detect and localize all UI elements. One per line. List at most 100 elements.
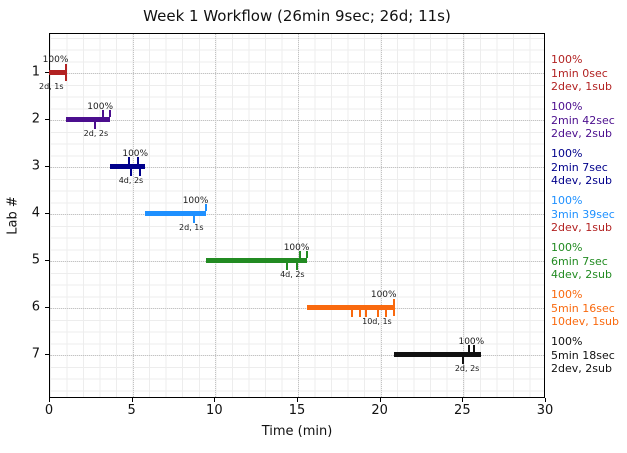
right-annotation-lab-5: 100% 6min 7sec 4dev, 2sub [551, 241, 612, 282]
devsub-label: 2d, 2s [454, 364, 480, 373]
lab-6-bar [306, 304, 394, 310]
x-axis-tick [462, 398, 464, 402]
x-axis-tick [49, 398, 50, 402]
right-annotation-lab-2: 100% 2min 42sec 2dev, 2sub [551, 100, 615, 141]
y-axis-tick [45, 354, 49, 355]
right-annotation-line: 2min 42sec [551, 113, 615, 127]
x-tick-label: 15 [288, 403, 306, 418]
pct-label: 100% [283, 243, 310, 253]
submission-tick [473, 344, 476, 352]
dev-tick [377, 309, 380, 317]
right-annotation-line: 2dev, 1sub [551, 221, 612, 234]
right-annotation-line: 100% [551, 241, 583, 254]
pct-label: 100% [182, 196, 209, 206]
right-annotation-line: 5min 18sec [551, 348, 615, 362]
x-tick-label: 20 [371, 403, 388, 418]
right-annotation-lab-7: 100% 5min 18sec 2dev, 2sub [551, 335, 615, 376]
x-axis-tick [131, 398, 133, 402]
dev-tick [285, 262, 288, 270]
submission-tick [205, 203, 208, 211]
dev-tick [138, 168, 141, 176]
chart-title: Week 1 Workflow (26min 9sec; 26d; 11s) [143, 7, 451, 25]
submission-tick [306, 250, 309, 258]
plot-area [49, 33, 545, 398]
pct-label: 100% [458, 337, 485, 347]
x-axis-tick [214, 398, 216, 402]
right-annotation-line: 2dev, 2sub [551, 362, 612, 375]
x-axis-tick [297, 398, 298, 402]
gridline-vertical [380, 34, 382, 397]
right-annotation-line: 10dev, 1sub [551, 315, 619, 328]
dev-tick [462, 356, 465, 364]
y-axis-tick [45, 119, 49, 120]
lab-2-bar [65, 116, 111, 122]
x-tick-label: 5 [127, 403, 136, 418]
right-annotation-line: 6min 7sec [551, 254, 608, 268]
gridline-vertical [215, 34, 217, 397]
lab-4-bar [145, 210, 206, 216]
y-axis-tick [45, 213, 49, 214]
right-annotation-line: 100% [551, 288, 583, 301]
y-tick-label: 4 [31, 205, 40, 221]
gridline-horizontal [50, 355, 544, 356]
pct-label: 100% [122, 149, 149, 159]
right-annotation-line: 5min 16sec [551, 301, 615, 315]
right-annotation-line: 100% [551, 194, 583, 207]
right-annotation-line: 3min 39sec [551, 207, 615, 221]
y-tick-label: 6 [31, 299, 40, 315]
x-tick-label: 30 [536, 403, 554, 418]
right-annotation-line: 4dev, 2sub [551, 268, 612, 281]
right-annotation-line: 1min 0sec [551, 66, 608, 80]
right-annotation-line: 100% [551, 100, 583, 113]
devsub-label: 2d, 1s [39, 82, 64, 91]
gridline-horizontal [50, 73, 544, 74]
submission-tick [108, 109, 111, 117]
gridline-vertical [132, 34, 134, 397]
lab-7-bar [393, 351, 482, 357]
right-annotation-line: 2dev, 1sub [551, 80, 612, 93]
pct-label: 100% [87, 102, 114, 112]
gridline-horizontal [50, 214, 544, 215]
submission-tick [101, 109, 104, 117]
x-axis-label: Time (min) [261, 424, 333, 439]
right-annotation-line: 2dev, 2sub [551, 127, 612, 140]
x-tick-label: 10 [206, 403, 223, 418]
gridline-horizontal [50, 167, 544, 168]
dev-tick [351, 309, 354, 317]
gridline-horizontal [50, 120, 544, 121]
dev-tick [129, 168, 132, 176]
y-axis-tick [45, 166, 49, 167]
y-axis-tick [45, 260, 49, 261]
y-tick-label: 5 [31, 252, 40, 268]
dev-tick [385, 309, 388, 317]
lab-5-bar [205, 257, 307, 263]
end-cross-tick [392, 298, 395, 316]
pct-label: 100% [370, 290, 397, 300]
right-annotation-line: 4dev, 2sub [551, 174, 612, 187]
dev-tick [359, 309, 362, 317]
x-tick-label: 25 [454, 403, 471, 418]
dev-tick [295, 262, 298, 270]
y-tick-label: 1 [31, 64, 40, 80]
devsub-label: 2d, 1s [179, 223, 204, 232]
right-annotation-line: 100% [551, 53, 583, 66]
submission-tick [468, 344, 471, 352]
dev-tick [193, 215, 196, 223]
y-tick-label: 2 [31, 111, 40, 127]
x-axis-tick [379, 398, 381, 402]
right-annotation-line: 100% [551, 335, 583, 348]
right-annotation-lab-1: 100% 1min 0sec 2dev, 1sub [551, 53, 612, 94]
devsub-label: 4d, 2s [280, 270, 305, 279]
submission-tick [128, 156, 131, 164]
x-axis-tick [545, 398, 546, 402]
y-tick-label: 3 [31, 158, 40, 174]
pct-label: 100% [42, 55, 69, 65]
right-annotation-line: 2min 7sec [551, 160, 608, 174]
submission-tick [299, 250, 302, 258]
y-tick-label: 7 [31, 346, 40, 362]
y-axis-tick [45, 307, 49, 308]
y-axis-tick [45, 72, 49, 73]
lab-3-bar [110, 163, 146, 169]
gridline-horizontal [50, 308, 544, 309]
submission-tick [136, 156, 139, 164]
